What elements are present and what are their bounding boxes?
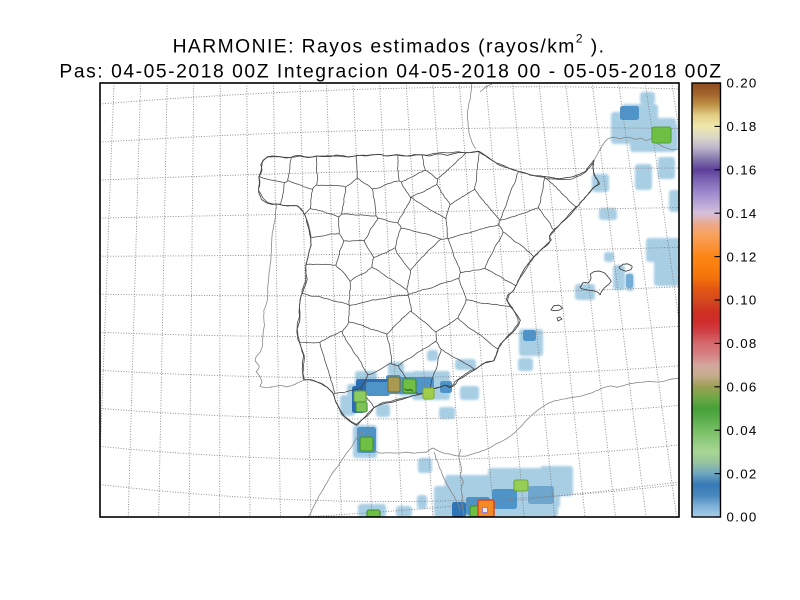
- svg-text:0.18: 0.18: [727, 119, 758, 134]
- svg-text:0.00: 0.00: [727, 510, 758, 525]
- svg-text:0.16: 0.16: [727, 163, 758, 178]
- svg-text:0.10: 0.10: [727, 293, 758, 308]
- svg-text:Pas: 04-05-2018 00Z Integracio: Pas: 04-05-2018 00Z Integracion 04-05-20…: [59, 62, 722, 83]
- svg-text:0.14: 0.14: [727, 206, 758, 221]
- svg-text:0.12: 0.12: [727, 249, 758, 264]
- svg-text:0.02: 0.02: [727, 466, 758, 481]
- svg-text:0.04: 0.04: [727, 423, 758, 438]
- svg-text:HARMONIE: Rayos estimados (ra: HARMONIE: Rayos estimados (rayos/km2 ).: [173, 32, 606, 58]
- svg-text:0.06: 0.06: [727, 380, 758, 395]
- svg-text:0.20: 0.20: [727, 76, 758, 91]
- svg-text:0.08: 0.08: [727, 336, 758, 351]
